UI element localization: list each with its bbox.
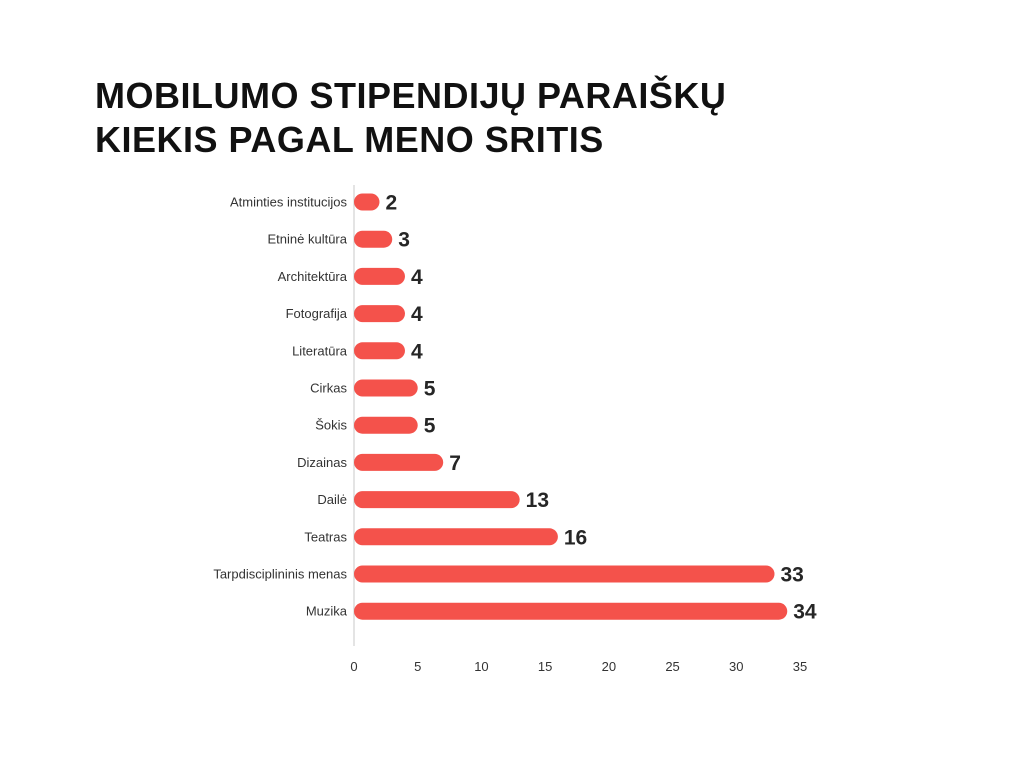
- value-label-2: 3: [398, 229, 410, 252]
- category-label-9: Dailė: [317, 492, 347, 507]
- bar-2: [354, 230, 393, 248]
- category-label-6: Cirkas: [310, 381, 347, 396]
- category-label-8: Dizainas: [297, 455, 347, 470]
- x-tick-label-5: 5: [414, 659, 421, 674]
- x-tick-label-10: 10: [474, 659, 488, 674]
- value-label-6: 5: [424, 378, 436, 401]
- bar-12: [354, 602, 788, 620]
- value-label-12: 34: [793, 601, 817, 624]
- category-label-11: Tarpdisciplininis menas: [213, 567, 347, 582]
- value-label-10: 16: [564, 526, 587, 549]
- category-label-12: Muzika: [306, 604, 348, 619]
- category-label-3: Architektūra: [278, 269, 348, 284]
- category-label-2: Etninė kultūra: [268, 232, 348, 247]
- bar-5: [354, 342, 405, 360]
- x-tick-label-0: 0: [350, 659, 357, 674]
- value-label-11: 33: [781, 564, 804, 587]
- category-label-1: Atminties institucijos: [230, 195, 348, 210]
- bar-3: [354, 267, 405, 285]
- bar-8: [354, 453, 444, 471]
- value-label-3: 4: [411, 266, 423, 289]
- x-tick-label-30: 30: [729, 659, 743, 674]
- value-label-1: 2: [385, 192, 397, 215]
- category-label-5: Literatūra: [292, 343, 348, 358]
- x-tick-label-35: 35: [793, 659, 807, 674]
- chart-title: MOBILUMO STIPENDIJŲ PARAIŠKŲ KIEKIS PAGA…: [95, 75, 727, 160]
- bar-7: [354, 416, 418, 434]
- value-label-7: 5: [424, 415, 436, 438]
- bar-9: [354, 491, 520, 509]
- x-tick-label-20: 20: [602, 659, 616, 674]
- value-label-8: 7: [449, 452, 461, 475]
- category-label-7: Šokis: [315, 418, 347, 433]
- category-label-10: Teatras: [304, 529, 347, 544]
- bar-4: [354, 305, 405, 323]
- bar-11: [354, 565, 775, 583]
- value-label-9: 13: [526, 489, 549, 512]
- category-label-4: Fotografija: [286, 306, 348, 321]
- bar-6: [354, 379, 418, 397]
- x-tick-label-15: 15: [538, 659, 552, 674]
- value-label-4: 4: [411, 303, 423, 326]
- value-label-5: 4: [411, 340, 423, 363]
- bar-1: [354, 193, 380, 211]
- bar-10: [354, 528, 558, 546]
- x-tick-label-25: 25: [665, 659, 679, 674]
